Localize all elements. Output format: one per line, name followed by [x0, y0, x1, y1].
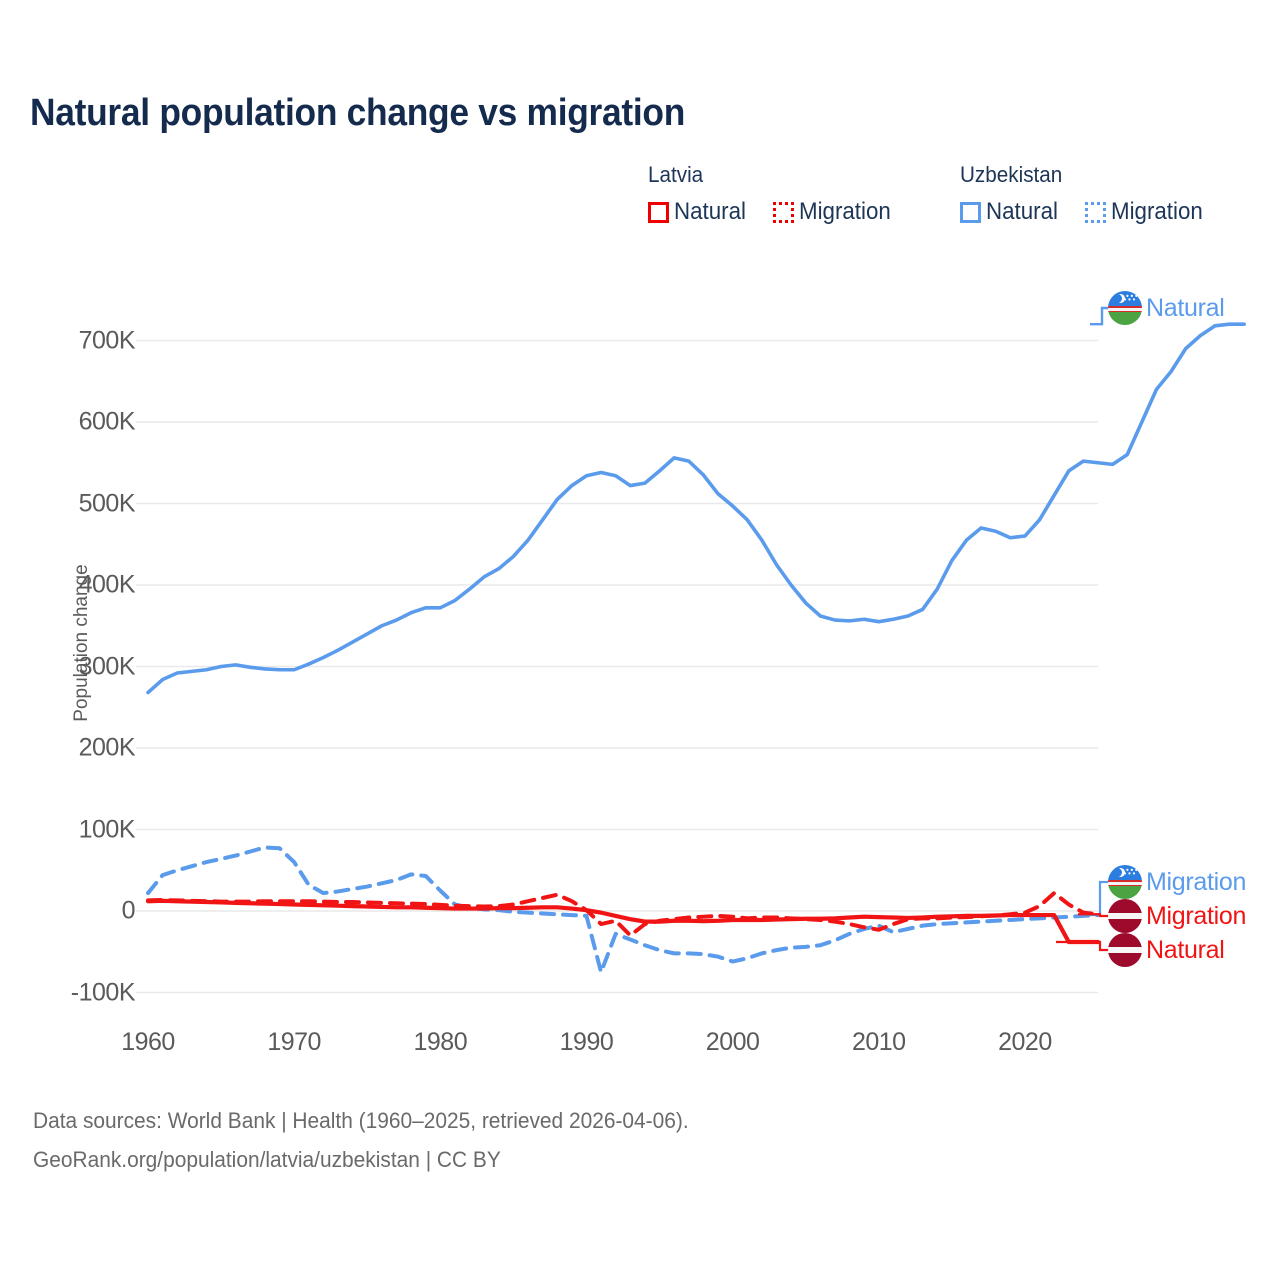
- series-leader-line: [1078, 913, 1114, 918]
- legend-group-uzbekistan: Uzbekistan Natural Migration: [960, 162, 1210, 226]
- y-axis-tick-label: 300K: [78, 652, 136, 680]
- legend-item-label: Natural: [674, 198, 746, 225]
- series-line-latvia-migration: [146, 891, 1100, 938]
- series-leader-line: [1056, 940, 1114, 952]
- legend-item-uzbekistan-natural[interactable]: Natural: [960, 198, 1063, 226]
- x-axis-tick-label: 1960: [121, 1028, 175, 1056]
- legend-item-label: Migration: [799, 198, 892, 225]
- x-axis-tick-label: 1970: [267, 1028, 321, 1056]
- end-label-uzbekistan-migration: Migration: [1108, 865, 1246, 899]
- y-axis-tick-label: 600K: [78, 407, 136, 436]
- legend-swatch-solid-icon: [960, 201, 981, 223]
- y-axis-tick-label: 500K: [78, 489, 136, 517]
- legend-swatch-solid-icon: [648, 201, 669, 223]
- legend-item-label: Migration: [1111, 198, 1204, 225]
- chart-legend: Latvia Natural Migration Uzbekistan Natu…: [648, 162, 1258, 242]
- end-label-uzbekistan-natural: Natural: [1108, 291, 1225, 325]
- footer: Data sources: World Bank | Health (1960–…: [33, 1108, 723, 1186]
- x-axis-tick-label: 1980: [413, 1028, 468, 1056]
- end-label-latvia-natural: Natural: [1108, 933, 1225, 967]
- lv-flag-icon: [1108, 899, 1142, 933]
- x-axis-tick-label: 2010: [851, 1028, 906, 1056]
- y-axis-tick-label: 100K: [78, 815, 136, 843]
- end-label-text: Migration: [1146, 901, 1247, 930]
- legend-country-label: Latvia: [648, 162, 704, 187]
- end-label-latvia-migration: Migration: [1108, 899, 1246, 933]
- lv-flag-icon: [1108, 933, 1142, 967]
- y-axis-tick-label: 200K: [78, 733, 136, 762]
- x-axis-tick-label: 2000: [705, 1028, 760, 1056]
- legend-swatch-dotted-icon: [1085, 201, 1107, 223]
- page-title: Natural population change vs migration: [30, 92, 686, 134]
- y-axis-tick-label: 700K: [78, 326, 136, 354]
- y-axis-tick-label: -100K: [70, 978, 136, 1006]
- end-label-text: Natural: [1146, 293, 1225, 322]
- x-axis-tick-label: 1990: [559, 1028, 614, 1056]
- end-label-text: Migration: [1146, 867, 1247, 896]
- legend-group-latvia: Latvia Natural Migration: [648, 162, 898, 226]
- y-axis-tick-label: 0: [121, 896, 136, 925]
- uz-flag-icon: [1108, 865, 1142, 899]
- x-axis-tick-label: 2020: [998, 1028, 1052, 1056]
- series-line-uzbekistan-natural: [146, 322, 1246, 695]
- legend-country-label: Uzbekistan: [960, 162, 1063, 187]
- footer-data-sources: Data sources: World Bank | Health (1960–…: [33, 1108, 689, 1133]
- uz-flag-icon: [1108, 291, 1142, 325]
- legend-item-label: Natural: [986, 198, 1058, 225]
- footer-attribution: GeoRank.org/population/latvia/uzbekistan…: [33, 1147, 501, 1172]
- legend-swatch-dotted-icon: [773, 201, 795, 223]
- legend-item-uzbekistan-migration[interactable]: Migration: [1085, 198, 1210, 226]
- end-label-text: Natural: [1146, 935, 1225, 964]
- y-axis-ticks: -100K 0 100K 200K 300K 400K 500K 600K 700K: [10, 0, 136, 1280]
- series-line-uzbekistan-migration: [146, 845, 1100, 975]
- legend-item-latvia-migration[interactable]: Migration: [773, 198, 898, 226]
- legend-item-latvia-natural[interactable]: Natural: [648, 198, 751, 226]
- y-axis-tick-label: 400K: [78, 570, 136, 599]
